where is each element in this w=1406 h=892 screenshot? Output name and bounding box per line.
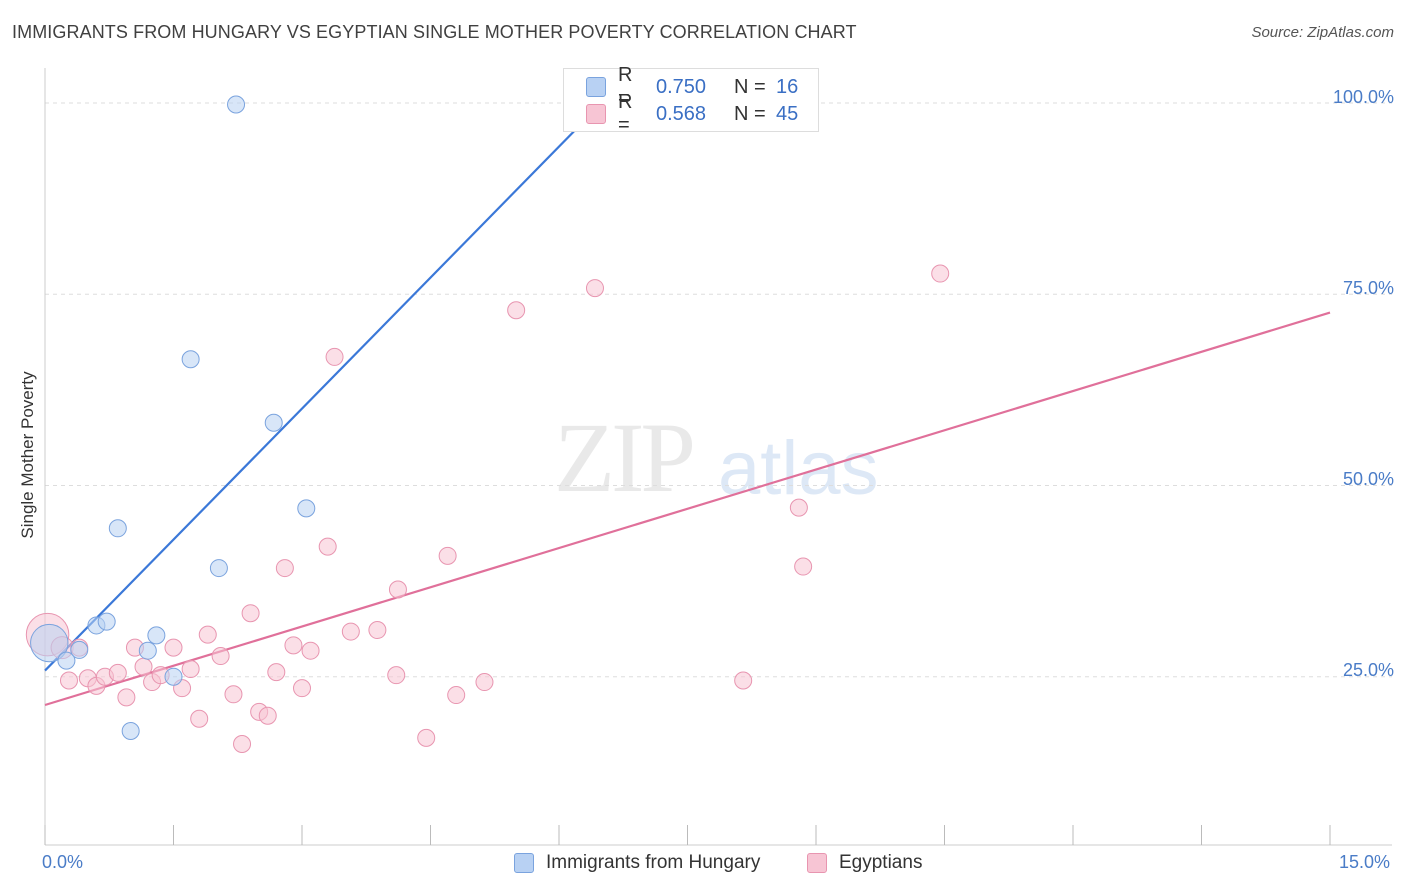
legend-r-label: R =: [618, 64, 633, 109]
legend-r-value: 0.568: [656, 102, 707, 125]
data-point-hungary: [297, 499, 316, 518]
legend-label-hungary: Immigrants from Hungary: [546, 852, 761, 873]
data-point-egyptians: [211, 647, 230, 666]
data-point-egyptians: [258, 706, 277, 725]
data-point-egyptians: [734, 671, 753, 690]
legend-label-egyptians: Egyptians: [839, 852, 923, 873]
stats-legend: R = 0.750 N = 16 R = 0.568 N = 45: [563, 64, 819, 136]
data-point-egyptians: [789, 498, 808, 517]
data-point-egyptians: [417, 728, 436, 747]
data-point-egyptians: [117, 688, 136, 707]
legend-n-value: 45: [776, 102, 799, 125]
data-point-egyptians: [275, 559, 294, 578]
data-point-egyptians: [438, 546, 457, 565]
source-credit: Source: ZipAtlas.com: [1251, 24, 1394, 41]
data-point-hungary: [164, 667, 183, 686]
y-tick-label-50: 50.0%: [1342, 469, 1394, 489]
data-point-hungary: [121, 722, 140, 741]
data-point-egyptians: [108, 663, 127, 682]
legend-n-label: N =: [734, 102, 766, 125]
data-point-egyptians: [325, 347, 344, 366]
legend-row-egyptians: R = 0.568 N = 45: [586, 91, 799, 136]
data-point-egyptians: [387, 666, 406, 685]
legend-r-value: 0.750: [656, 75, 707, 98]
legend-row-hungary: R = 0.750 N = 16: [586, 64, 799, 109]
legend-swatch-blue: [586, 77, 606, 97]
data-point-egyptians: [293, 679, 311, 698]
data-point-egyptians: [585, 279, 604, 298]
data-point-hungary: [70, 640, 89, 659]
legend-swatch-pink: [586, 104, 606, 124]
data-point-hungary: [227, 95, 246, 114]
watermark-atlas: atlas: [718, 426, 879, 511]
data-point-egyptians: [794, 557, 813, 576]
data-point-egyptians: [198, 625, 217, 644]
grid-lines: [45, 102, 1392, 678]
x-tick-label-min: 0.0%: [42, 852, 84, 872]
x-tick-label-max: 15.0%: [1339, 852, 1391, 872]
trend-line-hungary: [44, 102, 603, 672]
legend-item-hungary[interactable]: Immigrants from Hungary: [514, 852, 760, 874]
legend-n-value: 16: [776, 75, 799, 98]
legend-item-egyptians[interactable]: Egyptians: [807, 852, 922, 874]
data-point-egyptians: [475, 673, 494, 692]
data-point-egyptians: [134, 657, 153, 676]
y-tick-label-25: 25.0%: [1342, 660, 1394, 680]
y-tick-label-100: 100.0%: [1332, 87, 1394, 107]
data-point-hungary: [97, 612, 116, 631]
data-point-egyptians: [447, 686, 466, 705]
data-point-hungary: [181, 350, 200, 369]
data-point-egyptians: [241, 604, 260, 623]
legend-swatch-blue: [514, 853, 534, 873]
data-point-hungary: [264, 413, 283, 432]
data-point-egyptians: [388, 580, 407, 599]
trend-line-egyptians: [44, 311, 1331, 707]
legend-r-label: R =: [618, 91, 633, 136]
y-tick-label-75: 75.0%: [1342, 278, 1394, 298]
data-point-egyptians: [224, 685, 243, 704]
data-point-egyptians: [284, 636, 303, 655]
data-point-egyptians: [301, 641, 320, 660]
data-point-egyptians: [59, 671, 78, 690]
data-point-hungary: [209, 559, 228, 578]
legend-swatch-pink: [807, 853, 827, 873]
data-point-hungary: [108, 519, 127, 538]
data-point-egyptians: [190, 709, 209, 728]
data-point-egyptians: [931, 264, 950, 283]
data-point-egyptians: [233, 735, 252, 754]
data-point-egyptians: [368, 621, 387, 640]
legend-n-label: N =: [734, 75, 766, 98]
data-point-hungary: [57, 651, 76, 670]
data-point-egyptians: [318, 537, 337, 556]
data-point-egyptians: [164, 638, 183, 657]
data-point-hungary: [147, 626, 166, 645]
chart-title: IMMIGRANTS FROM HUNGARY VS EGYPTIAN SING…: [12, 22, 857, 42]
data-point-egyptians: [507, 301, 526, 320]
data-point-egyptians: [181, 660, 200, 679]
watermark-zip: ZIP: [554, 402, 696, 513]
trend-lines: [44, 102, 1331, 707]
data-points: [25, 93, 950, 754]
y-axis-label: Single Mother Poverty: [18, 371, 37, 539]
data-point-egyptians: [267, 663, 286, 682]
data-point-hungary: [138, 641, 157, 660]
data-point-hungary: [30, 623, 69, 663]
axes: [44, 68, 1392, 846]
data-point-egyptians: [341, 622, 360, 641]
